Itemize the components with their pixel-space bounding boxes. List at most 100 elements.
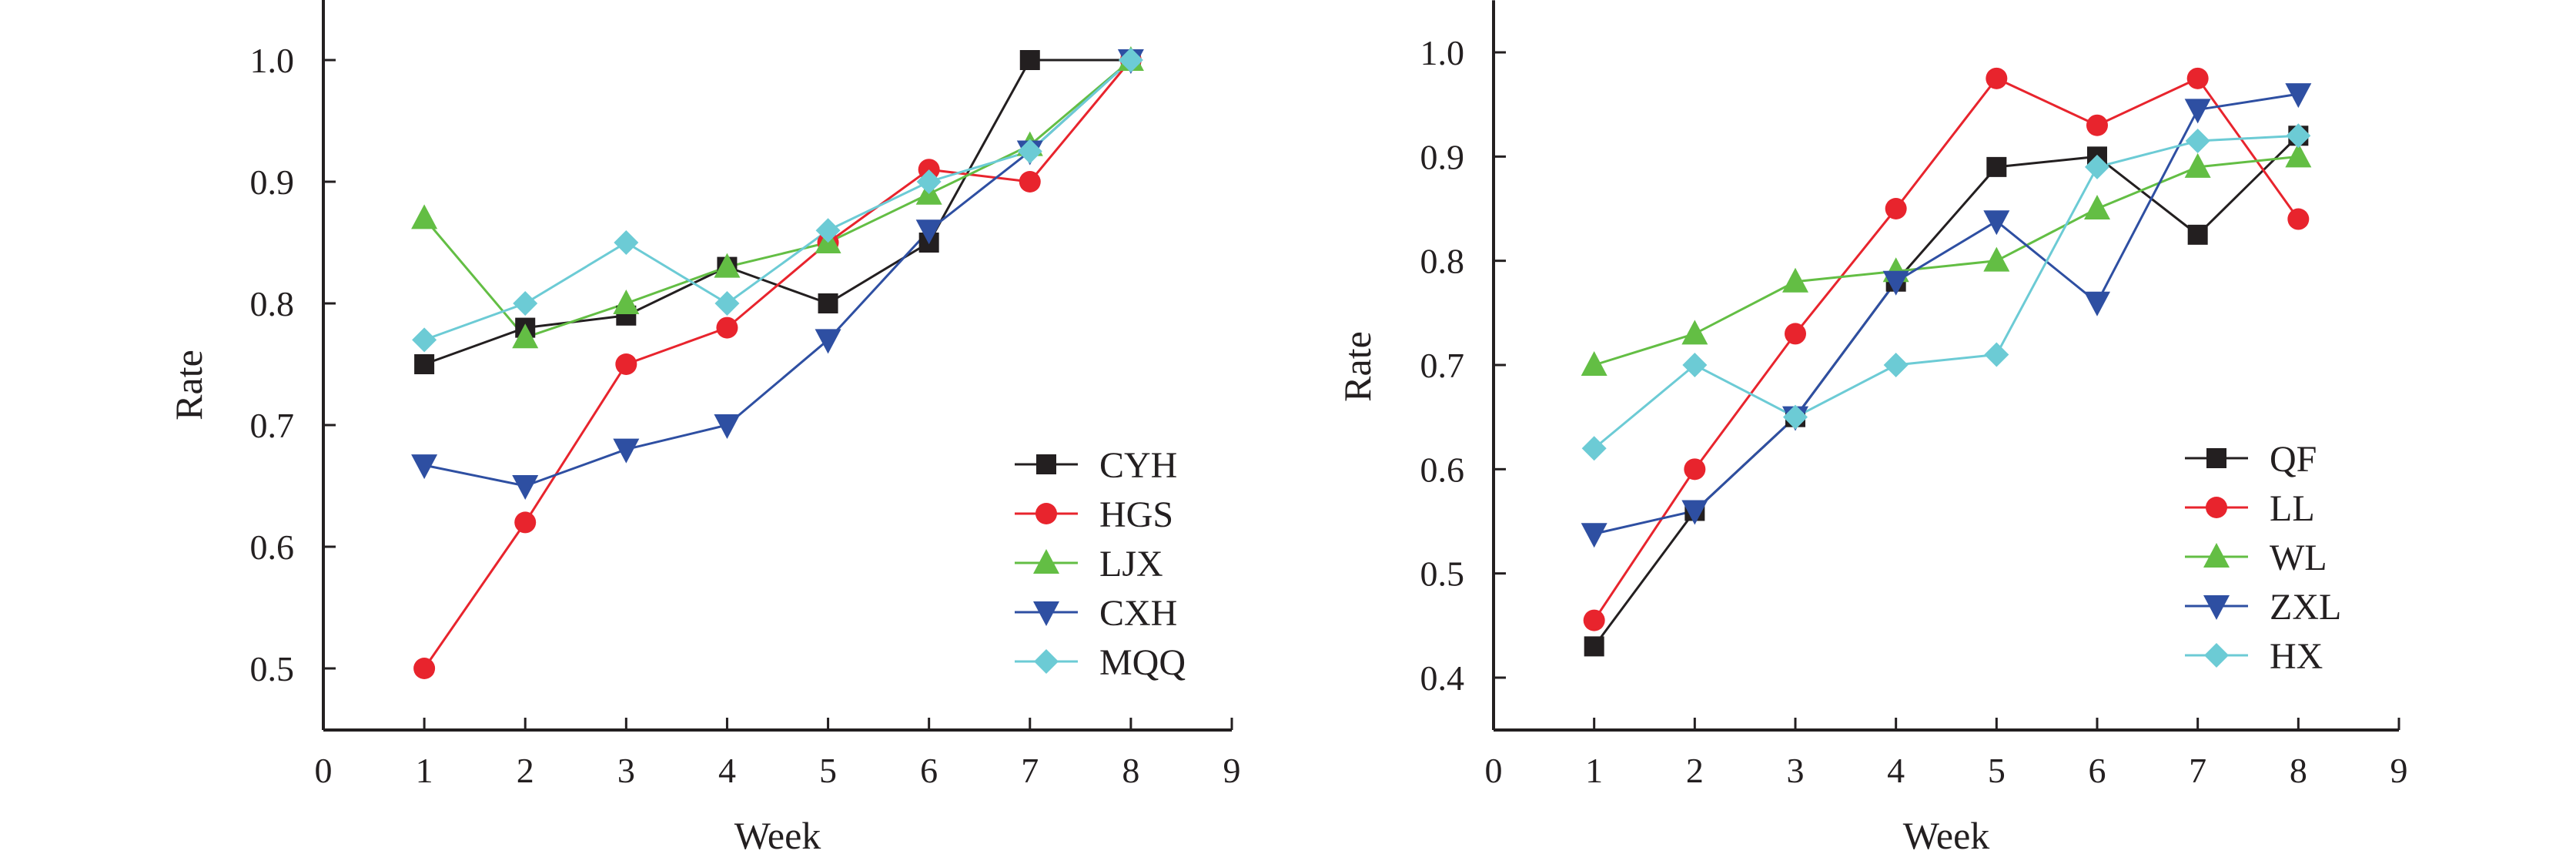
legend-item-ljx-marker [1033, 549, 1059, 574]
chart-1-x-tick-label: 3 [617, 751, 635, 790]
chart-2-series-hx-point [1984, 342, 2009, 367]
chart-2-series-qf-point [2187, 224, 2208, 245]
chart-2-y-tick-label: 0.9 [1420, 137, 1465, 176]
chart-2-series-zxl-point [1581, 523, 1607, 548]
chart-2-series-ll-point [1885, 198, 1907, 219]
chart-1-series-cxh-point [512, 475, 539, 500]
chart-2-series-hx-point [1783, 404, 1808, 430]
chart-1-y-tick-label: 0.8 [250, 284, 295, 323]
chart-1-series-cxh-point [613, 438, 640, 464]
chart-2-x-tick-label: 5 [1988, 751, 2006, 790]
chart-1-series-mqq-point [1017, 139, 1042, 164]
legend-item-wl-marker [2203, 543, 2230, 568]
chart-1-x-tick-label: 5 [819, 751, 837, 790]
chart-2-series-hx-line [1593, 134, 2299, 450]
legend-item-ll-marker [2206, 497, 2227, 518]
chart-1-series-cxh-point [714, 414, 741, 439]
chart-2-x-tick-label: 0 [1485, 751, 1503, 790]
chart-1-x-tick-label: 0 [315, 751, 333, 790]
legend-item-hgs-label: HGS [1099, 494, 1173, 535]
chart-1-series-ljx-line [423, 59, 1132, 339]
chart-1-series-cxh-point [411, 454, 438, 480]
chart-2: 0 1 2 3 4 5 6 7 8 9 0.4 0.5 0.6 0.7 0.8 0.9 1.0 Week Rate Q… [1336, 0, 2408, 857]
chart-1-series-mqq-point [1118, 48, 1143, 72]
chart-2-series-wl-point [1983, 246, 2010, 272]
chart-1-series-mqq-point [513, 291, 538, 316]
chart-1-y-tick-label: 0.5 [250, 649, 295, 688]
chart-2-series-wl-point [1782, 267, 1808, 293]
chart-2-series-zxl-line [1594, 92, 2299, 535]
legend-item-hgs-marker [1035, 503, 1057, 524]
chart-2-series-wl-line [1594, 155, 2299, 367]
chart-2-series-hx-point [2085, 154, 2109, 179]
chart-2-legend: QF LL WL ZXL HX [2185, 439, 2341, 677]
legend-item-ljx-label: LJX [1099, 544, 1163, 584]
chart-2-series-zxl-point [1882, 270, 1909, 296]
chart-1-x-tick-label: 6 [920, 751, 938, 790]
chart-1-series-cxh-point [915, 219, 942, 245]
chart-1-y-tick-label: 0.9 [250, 162, 295, 202]
chart-1-series-hgs-point [615, 353, 637, 375]
chart-2-series-qf-line [1593, 135, 2300, 648]
legend-item-hx-label: HX [2270, 636, 2323, 677]
chart-2-series-zxl-point [2285, 83, 2312, 109]
chart-1-series-cxh-line [423, 59, 1132, 487]
chart-1-series-ljx-point [613, 290, 640, 314]
chart-2-x-tick-label: 3 [1787, 751, 1805, 790]
chart-1-series-hgs-point [1019, 171, 1041, 193]
chart-1-series-cyh-point [1019, 50, 1040, 70]
legend-item-cxh-marker [1033, 601, 1059, 626]
legend-item-zxl-label: ZXL [2270, 587, 2341, 628]
chart-2-y-tick-label: 0.8 [1420, 242, 1465, 281]
legend-item-cxh-label: CXH [1099, 593, 1177, 634]
chart-1-series-ljx-point [512, 323, 539, 349]
chart-1-x-tick-label: 4 [718, 751, 736, 790]
chart-1-series-mqq-line [423, 59, 1132, 341]
chart-2-series-wl-point [2184, 152, 2211, 178]
chart-1-y-tick-label: 0.6 [250, 527, 295, 567]
chart-2-series-wl-point [1581, 351, 1607, 376]
chart-2-x-tick-label: 9 [2390, 751, 2408, 790]
chart-2-x-axis-title: Week [1903, 814, 1990, 857]
chart-1-series-ljx-point [714, 253, 741, 278]
legend-item-hx-marker [2204, 643, 2229, 668]
chart-2-series-ll-point [2186, 67, 2209, 89]
legend-item-mqq-marker [1034, 649, 1059, 674]
chart-2-series-wl-point [1681, 320, 1708, 345]
chart-1-series-mqq-point [412, 327, 437, 353]
chart-2-series-hx-point [1682, 353, 1708, 377]
chart-1-series-hgs-line [423, 59, 1132, 669]
chart-1-y-tick-label: 1.0 [250, 41, 295, 80]
chart-2-series-qf-point [1584, 636, 1604, 657]
chart-2-series-qf-point [1986, 156, 2007, 177]
chart-2-x-tick-label: 1 [1585, 751, 1603, 790]
chart-2-series-wl-point [2084, 195, 2110, 219]
chart-2-y-tick-label: 0.7 [1420, 346, 1465, 385]
legend-item-qf-label: QF [2270, 439, 2317, 480]
chart-2-x-tick-label: 4 [1887, 751, 1905, 790]
chart-2-series-hx-point [1581, 436, 1607, 461]
chart-1-y-axis-title: Rate [167, 350, 210, 420]
chart-2-series-hx-point [1883, 353, 1909, 377]
chart-1-legend: CYH HGS LJX CXH MQQ [1015, 445, 1186, 683]
chart-1-x-axis-title: Week [734, 814, 821, 857]
chart-1-series-hgs-point [514, 511, 537, 534]
chart-1-series-hgs-point [413, 658, 436, 679]
chart-2-series-zxl-point [1983, 210, 2010, 236]
legend-item-wl-label: WL [2270, 537, 2327, 578]
chart-2-series-wl-point [2285, 142, 2312, 168]
chart-1-series-mqq-point [916, 169, 942, 194]
legend-item-ll-label: LL [2270, 488, 2315, 529]
chart-1-series-hgs-point [716, 316, 738, 339]
chart-2-series-zxl-point [2084, 291, 2110, 316]
chart-1-x-tick-label: 9 [1223, 751, 1241, 790]
chart-2-y-tick-label: 0.5 [1420, 554, 1465, 594]
chart-1-y-tick-label: 0.7 [250, 406, 295, 445]
chart-1-x-tick-label: 2 [517, 751, 534, 790]
chart-2-y-tick-label: 0.4 [1420, 658, 1465, 698]
chart-2-series-hx-point [2185, 129, 2210, 154]
chart-2-x-tick-label: 7 [2189, 751, 2206, 790]
chart-2-x-tick-label: 8 [2290, 751, 2307, 790]
chart-1-series-mqq-point [815, 218, 841, 243]
